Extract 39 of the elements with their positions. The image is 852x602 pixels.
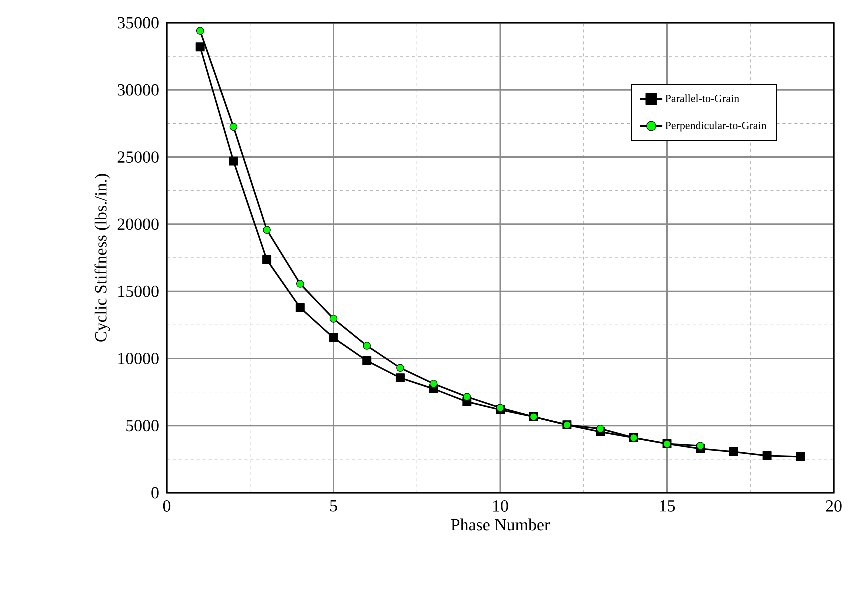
y-tick-label: 25000 <box>118 152 159 164</box>
y-tick-label: 0 <box>152 487 159 499</box>
point <box>329 334 338 343</box>
x-tick-label: 5 <box>330 500 338 512</box>
point <box>330 315 338 323</box>
y-tick-label: 20000 <box>118 218 159 230</box>
point <box>229 156 238 166</box>
point <box>230 123 238 131</box>
point <box>796 452 806 462</box>
x-axis-title: Phase Number <box>451 518 550 531</box>
point <box>396 364 404 372</box>
y-tick-label: 15000 <box>118 286 159 298</box>
point <box>296 303 305 312</box>
point <box>263 226 271 234</box>
point <box>729 448 738 457</box>
point <box>396 374 405 383</box>
legend-label: Perpendicular-to-Grain <box>666 122 767 132</box>
y-tick-label: 30000 <box>118 84 159 96</box>
y-tick-label: 35000 <box>118 17 159 29</box>
x-tick-label: 0 <box>163 500 171 512</box>
point <box>196 27 204 35</box>
x-tick-label: 15 <box>660 500 676 512</box>
point <box>762 451 772 460</box>
point <box>430 380 438 388</box>
x-tick-label: 20 <box>826 500 842 512</box>
point <box>596 425 604 433</box>
y-axis-title: Cyclic Stiffness (lbs./in.) <box>94 174 110 342</box>
point <box>196 42 205 52</box>
point <box>262 256 272 264</box>
point <box>463 393 472 401</box>
point <box>362 356 372 366</box>
point <box>363 342 371 350</box>
y-tick-label: 5000 <box>126 420 159 432</box>
point <box>296 280 304 288</box>
point <box>696 442 704 450</box>
x-tick-label: 10 <box>494 500 508 512</box>
y-tick-label: 10000 <box>118 352 159 364</box>
legend-label: Parallel-to-Grain <box>666 94 740 102</box>
point <box>496 404 504 412</box>
